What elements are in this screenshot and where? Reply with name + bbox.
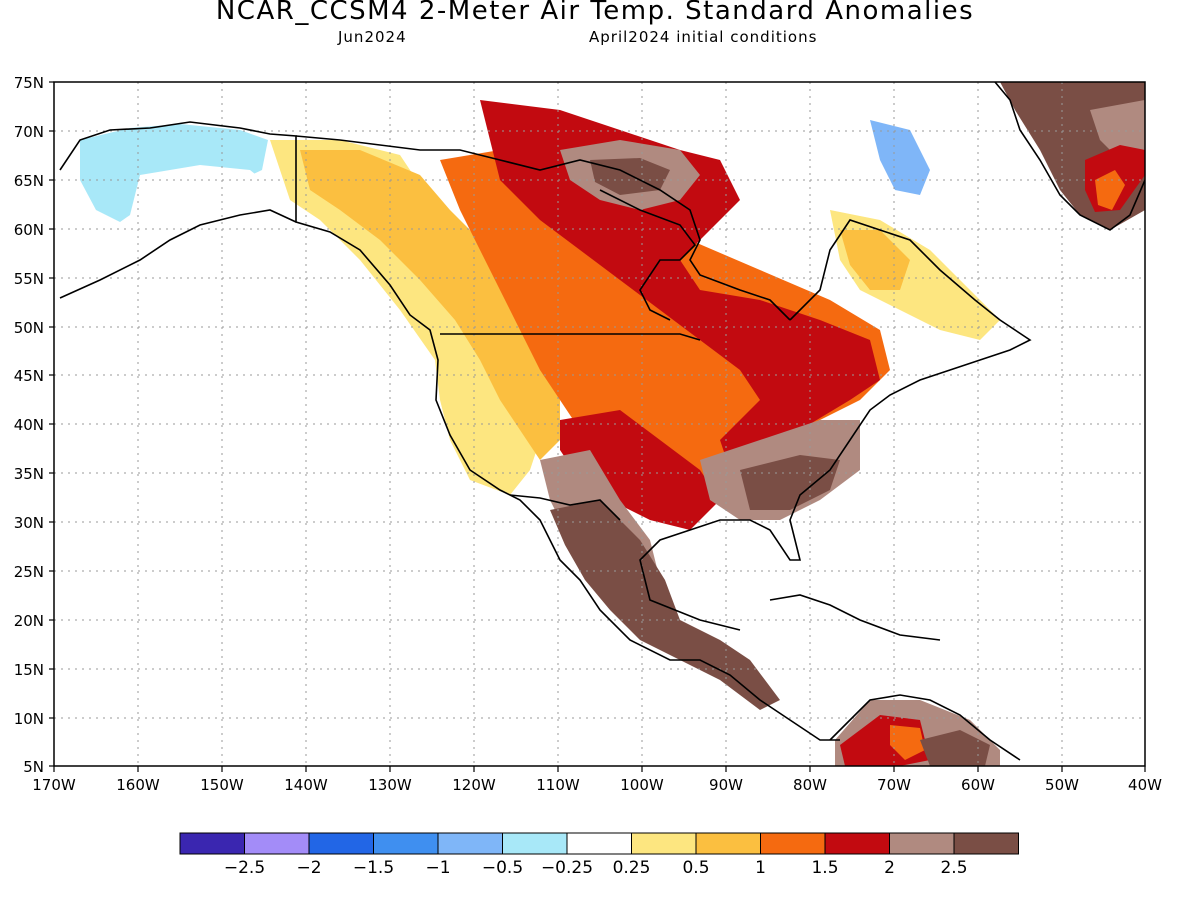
lat-label: 35N bbox=[14, 465, 44, 483]
colorbar-swatch bbox=[824, 832, 890, 855]
longitude-labels: 170W 160W 150W 140W 130W 120W 110W 100W … bbox=[32, 776, 1162, 794]
lon-label: 60W bbox=[961, 776, 995, 794]
lon-label: 140W bbox=[284, 776, 328, 794]
lat-label: 15N bbox=[14, 661, 44, 679]
lat-label: 55N bbox=[14, 270, 44, 288]
colorbar-swatch bbox=[502, 832, 568, 855]
lon-label: 110W bbox=[536, 776, 580, 794]
alaska-neutral-region bbox=[130, 165, 275, 230]
lon-label: 130W bbox=[368, 776, 412, 794]
labrador-cool bbox=[870, 120, 930, 195]
south-america-orange bbox=[890, 725, 925, 760]
lat-label: 65N bbox=[14, 172, 44, 190]
colorbar-swatch bbox=[631, 832, 697, 855]
canada-hot-red bbox=[480, 100, 880, 470]
colorbar-swatch bbox=[566, 832, 632, 855]
lat-label: 10N bbox=[14, 710, 44, 728]
colorbar-swatch bbox=[244, 832, 310, 855]
lon-label: 40W bbox=[1128, 776, 1162, 794]
colorbar-swatch bbox=[308, 832, 374, 855]
colorbar-label: −1 bbox=[425, 858, 450, 878]
lat-label: 5N bbox=[23, 758, 44, 776]
lat-label: 30N bbox=[14, 514, 44, 532]
lon-label: 80W bbox=[793, 776, 827, 794]
colorbar-swatch bbox=[179, 832, 245, 855]
south-america-dark-brown bbox=[920, 730, 990, 766]
colorbar-label: 1.5 bbox=[811, 858, 838, 878]
lon-label: 90W bbox=[709, 776, 743, 794]
alaska-coast bbox=[59, 121, 840, 741]
greenland-brown bbox=[1090, 100, 1145, 160]
lat-label: 70N bbox=[14, 123, 44, 141]
lon-label: 50W bbox=[1045, 776, 1079, 794]
lon-label: 70W bbox=[877, 776, 911, 794]
axis-ticks bbox=[49, 81, 1146, 772]
colorbar-swatch bbox=[695, 832, 761, 855]
forecast-month: Jun2024 bbox=[338, 28, 407, 46]
colorbar-swatch bbox=[760, 832, 826, 855]
alaska-south-coast bbox=[59, 209, 297, 299]
southeast-dark-brown bbox=[740, 455, 840, 510]
mexico-dark-brown bbox=[550, 500, 780, 710]
lon-label: 150W bbox=[200, 776, 244, 794]
colorbar-swatch bbox=[437, 832, 503, 855]
colorbar-swatch bbox=[889, 832, 955, 855]
colorbar-swatch bbox=[953, 832, 1019, 855]
lat-label: 20N bbox=[14, 612, 44, 630]
south-america-coast bbox=[829, 694, 1021, 761]
lon-label: 100W bbox=[620, 776, 664, 794]
initial-conditions: April2024 initial conditions bbox=[589, 28, 818, 46]
colorbar-label: −2 bbox=[296, 858, 321, 878]
colorbar-swatch bbox=[373, 832, 439, 855]
canada-arctic-coast bbox=[295, 135, 791, 321]
anomaly-field bbox=[80, 82, 1145, 766]
colorbar-label: 2 bbox=[884, 858, 895, 878]
lat-label: 75N bbox=[14, 74, 44, 92]
map-title: NCAR_CCSM4 2-Meter Air Temp. Standard An… bbox=[215, 0, 975, 26]
colorbar-label: −0.5 bbox=[482, 858, 523, 878]
west-warm-yellow bbox=[270, 140, 540, 495]
colorbar-label: −1.5 bbox=[353, 858, 394, 878]
colorbar-label: 0.25 bbox=[613, 858, 651, 878]
east-canada-orange bbox=[840, 230, 910, 290]
lat-label: 40N bbox=[14, 416, 44, 434]
lat-label: 25N bbox=[14, 563, 44, 581]
lat-label: 60N bbox=[14, 221, 44, 239]
colorbar-labels: −2.5 −2 −1.5 −1 −0.5 −0.25 0.25 0.5 1 1.5 2 2.5 bbox=[224, 858, 968, 878]
caribbean-islands bbox=[769, 594, 941, 641]
lon-label: 120W bbox=[452, 776, 496, 794]
coastlines bbox=[59, 82, 1145, 761]
colorbar bbox=[179, 832, 1019, 855]
us-canada-border bbox=[440, 333, 701, 341]
texas-red bbox=[560, 410, 720, 530]
lat-label: 45N bbox=[14, 367, 44, 385]
colorbar-label: 0.5 bbox=[682, 858, 709, 878]
colorbar-label: −0.25 bbox=[541, 858, 593, 878]
lon-label: 160W bbox=[116, 776, 160, 794]
greenland-orange bbox=[1095, 170, 1125, 210]
east-coast bbox=[639, 219, 1032, 631]
us-mexico-border bbox=[509, 494, 621, 521]
lat-label: 50N bbox=[14, 319, 44, 337]
colorbar-label: −2.5 bbox=[224, 858, 265, 878]
colorbar-label: 2.5 bbox=[940, 858, 967, 878]
colorbar-label: 1 bbox=[755, 858, 766, 878]
latitude-labels: 75N 70N 65N 60N 55N 50N 45N 40N 35N 30N … bbox=[14, 74, 44, 776]
west-warm-orange bbox=[300, 150, 560, 460]
hudson-bay bbox=[599, 189, 697, 321]
greenland-coast bbox=[994, 82, 1145, 231]
lon-label: 170W bbox=[32, 776, 76, 794]
